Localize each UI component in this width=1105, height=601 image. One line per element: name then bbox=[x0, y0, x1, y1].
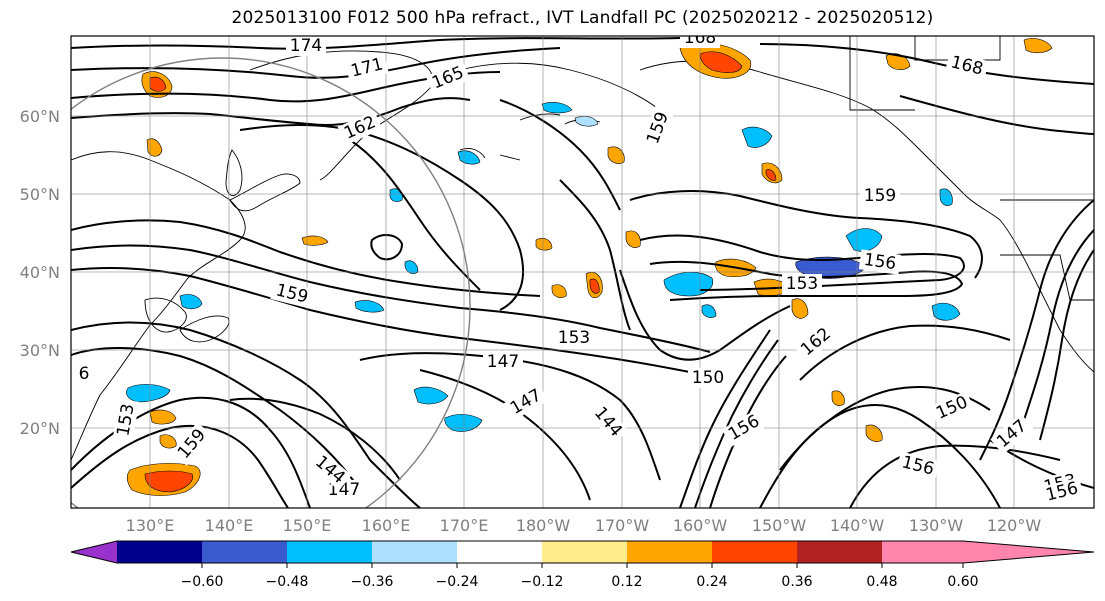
contour-label: 174 bbox=[286, 36, 326, 56]
colorbar-ticks bbox=[201, 563, 964, 568]
colorbar-swatch bbox=[372, 541, 458, 563]
colorbar-swatch bbox=[542, 541, 628, 563]
lon-label: 140°W bbox=[830, 516, 885, 535]
lon-label: 140°E bbox=[205, 516, 254, 535]
lat-label: 20°N bbox=[20, 419, 60, 438]
lon-label: 170°W bbox=[595, 516, 650, 535]
colorbar-tick-label: 0.60 bbox=[947, 574, 978, 590]
map-frame bbox=[70, 35, 1095, 509]
svg-text:6: 6 bbox=[79, 364, 90, 384]
colorbar: −0.60 −0.48 −0.36 −0.24 −0.12 0.12 0.24 … bbox=[70, 540, 1095, 590]
contour-lines bbox=[71, 37, 1094, 508]
lat-label: 30°N bbox=[20, 341, 60, 360]
shading-patches bbox=[126, 38, 1053, 496]
colorbar-tick-label: −0.24 bbox=[436, 574, 479, 590]
svg-text:147: 147 bbox=[487, 352, 519, 372]
colorbar-extend-low bbox=[71, 541, 117, 563]
colorbar-tick-label: 0.12 bbox=[611, 574, 642, 590]
colorbar-tick-label: −0.48 bbox=[266, 574, 309, 590]
svg-text:168: 168 bbox=[949, 52, 985, 79]
lon-label: 150°W bbox=[752, 516, 807, 535]
colorbar-swatch bbox=[202, 541, 288, 563]
colorbar-outline bbox=[70, 540, 1095, 564]
lon-label: 160°W bbox=[673, 516, 728, 535]
contour-label: 147 bbox=[503, 383, 549, 421]
colorbar-swatch bbox=[457, 541, 543, 563]
lon-label: 130°W bbox=[909, 516, 964, 535]
svg-text:171: 171 bbox=[349, 54, 385, 81]
colorbar-tick-label: −0.60 bbox=[181, 574, 224, 590]
contour-label: 159 bbox=[860, 186, 900, 206]
colorbar-swatch bbox=[882, 541, 964, 563]
lon-label: 160°E bbox=[362, 516, 411, 535]
map-title: 2025013100 F012 500 hPa refract., IVT La… bbox=[231, 8, 934, 28]
latitude-labels: 60°N 50°N 40°N 30°N 20°N bbox=[20, 107, 60, 438]
contour-label: 168 bbox=[680, 28, 720, 48]
colorbar-swatch bbox=[287, 541, 373, 563]
svg-text:159: 159 bbox=[864, 186, 896, 206]
contour-label: 156 bbox=[721, 409, 767, 447]
colorbar-swatch bbox=[797, 541, 883, 563]
contour-label: 153 bbox=[782, 274, 822, 294]
contour-label: 159 bbox=[171, 422, 213, 466]
contour-label: 153 bbox=[112, 398, 140, 442]
lon-label: 120°W bbox=[987, 516, 1042, 535]
lat-label: 40°N bbox=[20, 263, 60, 282]
colorbar-tick-label: 0.24 bbox=[696, 574, 727, 590]
colorbar-tick-label: −0.12 bbox=[521, 574, 564, 590]
contour-label: 150 bbox=[688, 368, 728, 388]
contour-label: 156 bbox=[896, 451, 940, 481]
colorbar-swatch bbox=[117, 541, 203, 563]
lat-label: 60°N bbox=[20, 107, 60, 126]
svg-text:174: 174 bbox=[290, 36, 322, 56]
coastlines bbox=[71, 36, 1094, 461]
lon-label: 150°E bbox=[283, 516, 332, 535]
colorbar-extend-high bbox=[963, 541, 1094, 563]
colorbar-tick-label: 0.48 bbox=[866, 574, 897, 590]
contour-label: 162 bbox=[794, 321, 838, 363]
lon-label: 180°W bbox=[516, 516, 571, 535]
range-circle bbox=[71, 57, 471, 508]
svg-text:153: 153 bbox=[113, 402, 138, 437]
lat-label: 50°N bbox=[20, 185, 60, 204]
contour-label: 6 bbox=[71, 364, 98, 384]
contour-label: 159 bbox=[641, 105, 675, 151]
colorbar-swatch bbox=[627, 541, 713, 563]
contour-label: 156 bbox=[1040, 477, 1084, 507]
svg-text:159: 159 bbox=[274, 280, 310, 307]
svg-text:150: 150 bbox=[692, 368, 724, 388]
svg-text:153: 153 bbox=[786, 274, 818, 294]
contour-label: 171 bbox=[345, 53, 389, 83]
lon-label: 130°E bbox=[126, 516, 175, 535]
contour-label: 168 bbox=[945, 51, 989, 81]
svg-text:159: 159 bbox=[643, 109, 673, 146]
svg-text:156: 156 bbox=[900, 452, 936, 479]
svg-text:168: 168 bbox=[684, 28, 716, 48]
longitude-labels: 130°E 140°E 150°E 160°E 170°E 180°W 170°… bbox=[126, 516, 1042, 535]
colorbar-tick-label: −0.36 bbox=[351, 574, 394, 590]
contour-label: 153 bbox=[554, 328, 594, 348]
colorbar-swatch bbox=[712, 541, 798, 563]
svg-text:165: 165 bbox=[429, 63, 467, 94]
contour-labels: 174 171 165 168 168 162 159 159 156 159 … bbox=[71, 28, 1084, 507]
contour-label: 147 bbox=[483, 352, 523, 372]
svg-text:156: 156 bbox=[863, 250, 898, 274]
svg-text:153: 153 bbox=[558, 328, 590, 348]
colorbar-tick-label: 0.36 bbox=[781, 574, 812, 590]
contour-label: 156 bbox=[858, 249, 902, 275]
lon-label: 170°E bbox=[440, 516, 489, 535]
